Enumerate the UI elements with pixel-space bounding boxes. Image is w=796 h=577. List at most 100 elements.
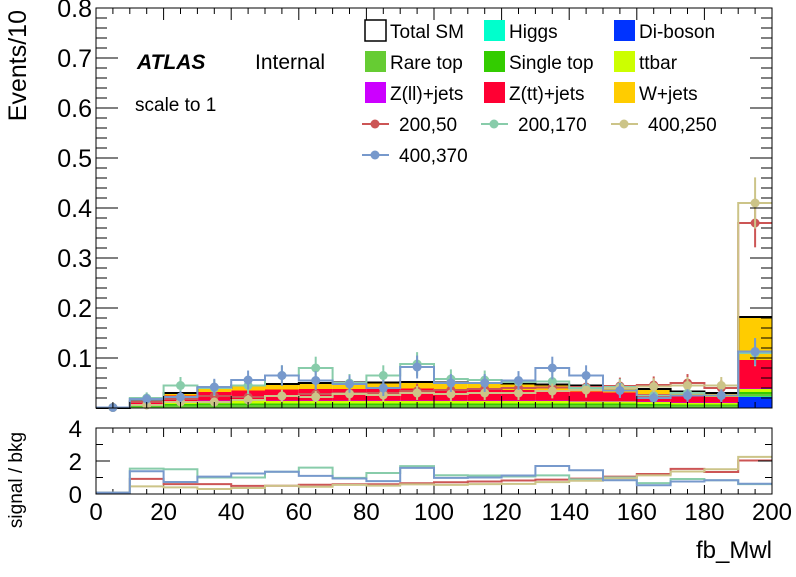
signal-point-400-250-13 <box>547 386 557 396</box>
ratio-y-tick-label-0: 0 <box>69 482 82 509</box>
main-y-tick-label-5: 0.6 <box>57 95 92 123</box>
main-y-axis-label: Events/10 <box>4 10 32 121</box>
x-tick-label-6: 120 <box>482 499 522 526</box>
signal-point-400-370-13 <box>547 363 557 373</box>
signal-point-400-250-10 <box>446 389 456 399</box>
legend: Total SM Higgs Di-boson Rare top Single top t… <box>362 19 717 167</box>
stack-bar-w-jets-5 <box>265 384 299 390</box>
main-y-tick-label-0: 0.1 <box>57 345 92 373</box>
legend-label-400-250: 400,250 <box>648 115 717 136</box>
signal-point-400-370-16 <box>649 393 659 403</box>
signal-point-400-370-7 <box>345 379 354 389</box>
signal-point-400-250-16 <box>649 382 659 391</box>
signal-point-400-250-7 <box>345 389 354 399</box>
signal-line-200-50 <box>96 222 772 409</box>
signal-point-400-370-18 <box>716 391 726 400</box>
signal-point-400-370-11 <box>480 378 490 388</box>
legend-swatch-single-top <box>484 51 505 72</box>
signal-point-400-370-2 <box>176 392 185 402</box>
main-y-tick-label-4: 0.5 <box>57 145 92 173</box>
x-tick-label-1: 20 <box>150 499 177 526</box>
ratio-y-tick-label-2: 4 <box>69 416 82 443</box>
stack-bar-single-top-19 <box>738 392 772 394</box>
main-y-tick-label-1: 0.2 <box>57 295 92 323</box>
main-y-tick-label-2: 0.3 <box>57 245 92 273</box>
x-axis-label: fb_Mwl <box>696 537 772 564</box>
legend-swatch-z-ll-jets <box>365 82 386 103</box>
stack-bar-z-ll-jets-12 <box>501 400 536 401</box>
signal-point-200-170-6 <box>311 363 321 373</box>
stack-bar-z-ll-jets-10 <box>434 400 468 401</box>
internal-label: Internal <box>255 51 325 74</box>
signal-point-400-250-14 <box>581 385 591 395</box>
signal-point-400-370-14 <box>581 371 591 380</box>
signal-point-400-250-9 <box>412 388 422 398</box>
signal-point-400-370-6 <box>311 376 321 385</box>
stack-bar-higgs-19 <box>738 396 772 397</box>
main-y-tick-label-6: 0.7 <box>57 45 92 73</box>
legend-marker-400-250 <box>619 119 629 129</box>
ratio-line-400-370 <box>96 464 772 494</box>
x-tick-label-7: 140 <box>549 499 589 526</box>
legend-label-z-tt-jets: Z(tt)+jets <box>509 84 584 105</box>
legend-swatch-di-boson <box>614 20 635 41</box>
legend-marker-200-170 <box>489 119 499 129</box>
stack-bar-z-ll-jets-9 <box>400 400 434 401</box>
stack-bar-z-ll-jets-7 <box>332 400 367 401</box>
signal-point-400-370-1 <box>142 394 152 404</box>
legend-swatch-total-sm <box>364 19 387 42</box>
stack-bar-z-ll-jets-19 <box>738 388 772 389</box>
signal-point-400-370-5 <box>277 371 287 380</box>
legend-label-ttbar: ttbar <box>639 53 678 74</box>
signal-point-400-250-18 <box>716 381 726 390</box>
main-plot: 0.1 0.2 0.3 0.4 0.5 0.6 0.7 0.8 <box>57 0 773 412</box>
legend-label-200-170: 200,170 <box>518 115 587 136</box>
x-tick-label-10: 200 <box>752 499 792 526</box>
legend-label-total-sm: Total SM <box>390 22 464 43</box>
legend-label-single-top: Single top <box>509 53 594 74</box>
stack-bar-z-ll-jets-11 <box>467 400 502 401</box>
signal-point-400-370-19 <box>750 347 760 356</box>
signal-point-400-250-12 <box>514 388 523 398</box>
x-tick-label-2: 40 <box>218 499 245 526</box>
stack-bar-z-ll-jets-14 <box>569 401 603 402</box>
x-tick-label-0: 0 <box>89 499 102 526</box>
signal-point-400-370-17 <box>683 391 692 400</box>
signal-point-200-170-8 <box>378 371 388 380</box>
legend-label-rare-top: Rare top <box>390 53 463 74</box>
signal-point-200-170-2 <box>176 381 185 390</box>
signal-point-400-250-17 <box>683 381 692 390</box>
x-tick-label-8: 160 <box>617 499 657 526</box>
signal-point-400-370-9 <box>412 362 422 372</box>
legend-label-400-370: 400,370 <box>399 146 468 167</box>
legend-swatch-ttbar <box>614 51 635 72</box>
signal-point-400-370-4 <box>243 375 253 385</box>
ratio-line-400-250 <box>96 455 772 494</box>
ratio-line-200-50 <box>96 459 772 494</box>
legend-swatch-rare-top <box>365 51 386 72</box>
legend-label-200-50: 200,50 <box>399 115 457 136</box>
legend-swatch-higgs <box>484 20 505 41</box>
x-tick-label-9: 180 <box>684 499 724 526</box>
legend-swatch-z-tt-jets <box>484 82 505 103</box>
legend-swatch-w-jets <box>614 82 635 103</box>
legend-label-w-jets: W+jets <box>639 84 698 105</box>
stack-bar-z-ll-jets-13 <box>535 400 570 401</box>
stack-bar-ttbar-19 <box>738 389 772 392</box>
legend-marker-400-370 <box>370 150 380 160</box>
signal-point-400-250-5 <box>277 391 287 401</box>
signal-point-400-370-12 <box>514 376 523 385</box>
stack-bar-rare-top-19 <box>738 394 772 397</box>
stack-bar-z-ll-jets-15 <box>603 401 637 402</box>
signal-point-400-250-11 <box>480 388 490 398</box>
signal-point-400-250-6 <box>311 392 321 402</box>
scale-note: scale to 1 <box>135 95 216 116</box>
signal-point-400-370-8 <box>378 383 388 393</box>
x-tick-label-5: 100 <box>414 499 454 526</box>
signal-point-400-370-15 <box>615 386 625 395</box>
signal-point-400-250-4 <box>243 395 253 405</box>
atlas-label: ATLAS <box>136 51 205 74</box>
signal-point-400-370-3 <box>209 382 219 392</box>
